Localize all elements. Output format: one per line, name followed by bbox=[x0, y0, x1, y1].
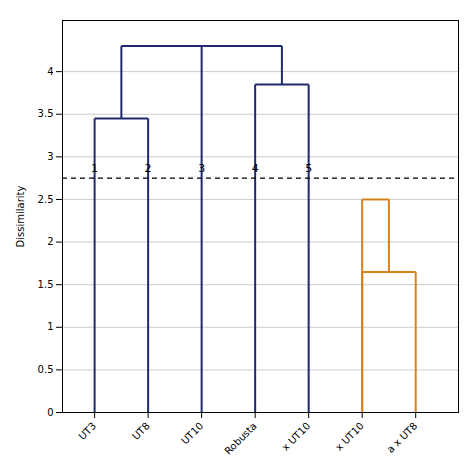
svg-text:Robusta: Robusta bbox=[222, 420, 258, 456]
svg-text:x UT10: x UT10 bbox=[280, 420, 313, 453]
svg-text:2: 2 bbox=[145, 162, 152, 175]
svg-text:0: 0 bbox=[47, 407, 53, 418]
svg-text:UT3: UT3 bbox=[77, 420, 99, 442]
svg-text:1: 1 bbox=[47, 321, 53, 332]
svg-text:0.5: 0.5 bbox=[38, 364, 54, 375]
svg-text:Dissimilarity: Dissimilarity bbox=[15, 186, 26, 248]
svg-text:4: 4 bbox=[47, 66, 53, 77]
svg-text:2.5: 2.5 bbox=[38, 194, 54, 205]
svg-text:1: 1 bbox=[91, 162, 98, 175]
svg-text:a x UT8: a x UT8 bbox=[385, 420, 420, 455]
svg-text:5: 5 bbox=[305, 162, 312, 175]
svg-text:x UT10: x UT10 bbox=[333, 420, 366, 453]
svg-text:2: 2 bbox=[47, 236, 53, 247]
svg-text:1.5: 1.5 bbox=[38, 279, 54, 290]
svg-text:3: 3 bbox=[198, 162, 205, 175]
svg-text:3.5: 3.5 bbox=[38, 108, 54, 119]
svg-text:3: 3 bbox=[47, 151, 53, 162]
svg-text:4: 4 bbox=[252, 162, 259, 175]
svg-text:UT8: UT8 bbox=[130, 420, 152, 442]
svg-text:UT10: UT10 bbox=[179, 420, 205, 446]
